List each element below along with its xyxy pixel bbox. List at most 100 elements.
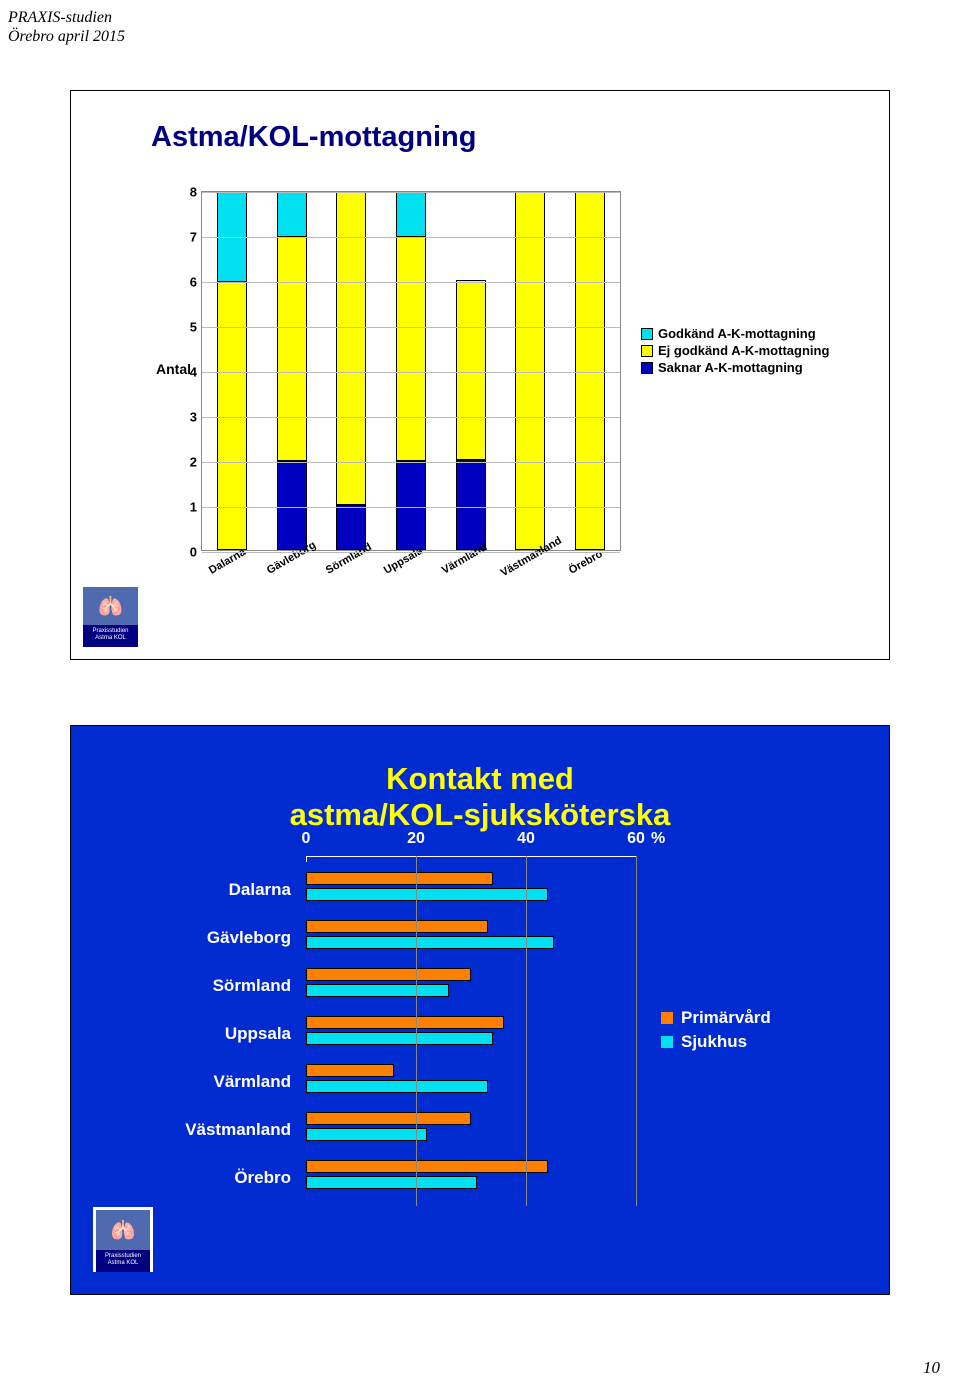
lungs-icon: 🫁	[83, 587, 138, 625]
bar-stack	[396, 192, 426, 550]
bar-stack	[336, 192, 366, 550]
legend-swatch	[641, 345, 653, 357]
hbar-sjuk	[306, 984, 449, 997]
xtick-label: 40	[517, 830, 535, 848]
xtick	[306, 856, 307, 862]
gridline	[202, 417, 620, 418]
chart1-bars	[202, 192, 620, 550]
ytick: 0	[190, 545, 197, 560]
logo-text: Praxisstudien Astma KOL	[96, 1250, 150, 1272]
hbar-group: Örebro	[306, 1154, 636, 1200]
bar-segment	[277, 461, 307, 551]
ytick: 3	[190, 410, 197, 425]
legend-item: Ej godkänd A-K-mottagning	[641, 343, 829, 358]
bar-col	[262, 192, 322, 550]
xtick-label: 20	[407, 830, 425, 848]
hbar-prim	[306, 1064, 394, 1077]
legend-item: Saknar A-K-mottagning	[641, 360, 829, 375]
hbar-prim	[306, 872, 493, 885]
bar-segment	[396, 237, 426, 461]
legend-label: Sjukhus	[681, 1032, 747, 1052]
hbar-group: Uppsala	[306, 1010, 636, 1056]
bar-segment	[336, 192, 366, 505]
praxis-logo: 🫁 Praxisstudien Astma KOL	[83, 587, 138, 647]
chart1-title: Astma/KOL-mottagning	[151, 121, 476, 154]
bar-segment	[217, 282, 247, 551]
ytick: 8	[190, 185, 197, 200]
hbar-sjuk	[306, 1176, 477, 1189]
legend-label: Ej godkänd A-K-mottagning	[658, 343, 829, 358]
bar-col	[560, 192, 620, 550]
bar-stack	[515, 192, 545, 550]
lungs-icon: 🫁	[96, 1210, 150, 1250]
page-header: PRAXIS-studien Örebro april 2015	[8, 8, 125, 46]
ylabel: Västmanland	[185, 1120, 291, 1140]
legend-swatch	[661, 1036, 673, 1048]
gridline	[202, 462, 620, 463]
legend-swatch	[641, 362, 653, 374]
gridline	[202, 282, 620, 283]
ylabel: Sörmland	[213, 976, 291, 996]
bar-segment	[456, 460, 486, 550]
hbar-group: Dalarna	[306, 866, 636, 912]
bar-stack	[277, 192, 307, 550]
bar-segment	[396, 192, 426, 237]
logo-text: Praxisstudien Astma KOL	[83, 625, 138, 647]
hbar-sjuk	[306, 1128, 427, 1141]
header-line1: PRAXIS-studien	[8, 8, 125, 27]
hbar-sjuk	[306, 1080, 488, 1093]
gridline	[202, 507, 620, 508]
gridline	[202, 327, 620, 328]
ytick: 5	[190, 320, 197, 335]
chart1: Astma/KOL-mottagning Antal DalarnaGävleb…	[111, 121, 851, 631]
hbar-group: Värmland	[306, 1058, 636, 1104]
bar-stack	[217, 192, 247, 550]
hbar-prim	[306, 968, 471, 981]
legend-item: Godkänd A-K-mottagning	[641, 326, 829, 341]
xtick-label: 60	[627, 830, 645, 848]
legend-swatch	[661, 1012, 673, 1024]
gridline	[202, 192, 620, 193]
bar-stack	[456, 192, 486, 550]
xtick-label: 0	[302, 830, 311, 848]
ytick: 6	[190, 275, 197, 290]
praxis-logo: 🫁 Praxisstudien Astma KOL	[93, 1207, 153, 1272]
legend-item: Primärvård	[661, 1008, 771, 1028]
gridline	[202, 552, 620, 553]
slide-kontakt: Kontakt med astma/KOL-sjuksköterska Dala…	[70, 725, 890, 1295]
gridline	[202, 372, 620, 373]
gridline	[202, 237, 620, 238]
page-number: 10	[923, 1358, 940, 1378]
bar-col	[202, 192, 262, 550]
hbar-sjuk	[306, 888, 548, 901]
chart2-xaxis	[306, 856, 636, 857]
hbar-prim	[306, 1112, 471, 1125]
percent-label: %	[651, 830, 665, 848]
legend-label: Godkänd A-K-mottagning	[658, 326, 816, 341]
chart2-plot: DalarnaGävleborgSörmlandUppsalaVärmlandV…	[306, 856, 636, 1206]
header-line2: Örebro april 2015	[8, 27, 125, 46]
bar-segment	[515, 192, 545, 550]
chart2: Kontakt med astma/KOL-sjuksköterska Dala…	[71, 726, 889, 1294]
hbar-sjuk	[306, 936, 554, 949]
hbar-prim	[306, 1160, 548, 1173]
chart1-plot: DalarnaGävleborgSörmlandUppsalaVärmlandV…	[201, 191, 621, 551]
ylabel: Gävleborg	[207, 928, 291, 948]
chart1-legend: Godkänd A-K-mottagning Ej godkänd A-K-mot…	[641, 326, 829, 377]
ylabel: Värmland	[214, 1072, 291, 1092]
bar-segment	[456, 280, 486, 460]
legend-label: Saknar A-K-mottagning	[658, 360, 803, 375]
bar-col	[381, 192, 441, 550]
chart2-title: Kontakt med astma/KOL-sjuksköterska	[71, 761, 889, 832]
bar-col	[321, 192, 381, 550]
chart1-ylabel: Antal	[156, 361, 191, 377]
chart2-bars: DalarnaGävleborgSörmlandUppsalaVärmlandV…	[306, 866, 636, 1202]
ylabel: Dalarna	[229, 880, 291, 900]
bar-segment	[396, 461, 426, 551]
vgrid	[526, 856, 527, 1206]
legend-item: Sjukhus	[661, 1032, 771, 1052]
hbar-sjuk	[306, 1032, 493, 1045]
ylabel: Örebro	[234, 1168, 291, 1188]
vgrid	[416, 856, 417, 1206]
legend-label: Primärvård	[681, 1008, 771, 1028]
